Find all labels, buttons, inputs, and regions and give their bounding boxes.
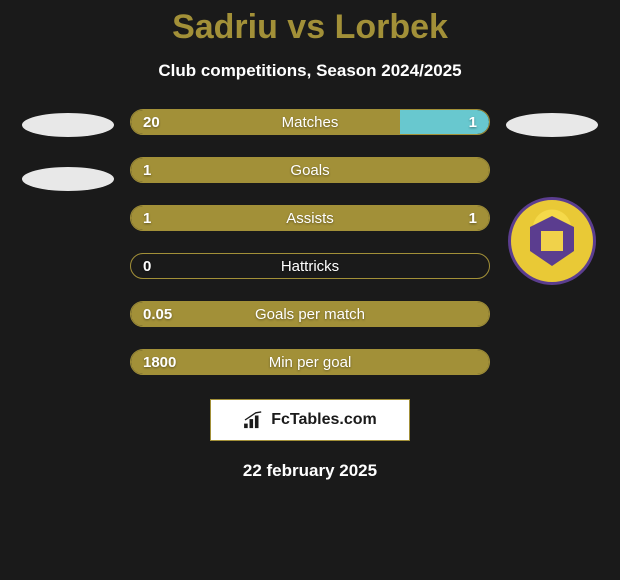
crest-shield-icon xyxy=(530,216,574,266)
stat-value-left: 0.05 xyxy=(143,306,172,323)
stat-value-left: 1800 xyxy=(143,354,176,371)
stat-bar: 0 Hattricks xyxy=(130,253,490,279)
stats-area: 20 Matches 1 1 Goals 1 Assists 1 0 Hattricks 0.05 G… xyxy=(0,109,620,375)
left-player-column xyxy=(18,109,118,221)
stat-value-left: 20 xyxy=(143,114,160,131)
comparison-title: Sadriu vs Lorbek xyxy=(172,8,448,47)
stat-bars: 20 Matches 1 1 Goals 1 Assists 1 0 Hattricks 0.05 G… xyxy=(130,109,490,375)
stat-value-right: 1 xyxy=(469,114,477,131)
stat-bar: 0.05 Goals per match xyxy=(130,301,490,327)
club-crest xyxy=(508,197,596,285)
stat-label: Assists xyxy=(286,210,334,227)
stat-bar: 1 Assists 1 xyxy=(130,205,490,231)
stat-label: Goals per match xyxy=(255,306,365,323)
crest-castle-icon xyxy=(541,231,563,251)
club-logo-placeholder xyxy=(22,167,114,191)
comparison-subtitle: Club competitions, Season 2024/2025 xyxy=(158,61,461,81)
branding-badge[interactable]: FcTables.com xyxy=(210,399,410,441)
comparison-container: Sadriu vs Lorbek Club competitions, Seas… xyxy=(0,0,620,580)
stat-value-right: 1 xyxy=(469,210,477,227)
stat-label: Goals xyxy=(290,162,329,179)
bar-left-fill xyxy=(131,110,400,134)
fctables-logo-icon xyxy=(243,411,265,429)
stat-bar: 1 Goals xyxy=(130,157,490,183)
stat-label: Matches xyxy=(282,114,339,131)
stat-label: Hattricks xyxy=(281,258,339,275)
stat-value-left: 0 xyxy=(143,258,151,275)
stat-label: Min per goal xyxy=(269,354,352,371)
comparison-date: 22 february 2025 xyxy=(243,461,377,481)
right-player-column xyxy=(502,109,602,285)
stat-value-left: 1 xyxy=(143,210,151,227)
stat-bar: 1800 Min per goal xyxy=(130,349,490,375)
stat-value-left: 1 xyxy=(143,162,151,179)
stat-bar: 20 Matches 1 xyxy=(130,109,490,135)
player-photo-placeholder xyxy=(506,113,598,137)
branding-text: FcTables.com xyxy=(271,411,377,429)
player-photo-placeholder xyxy=(22,113,114,137)
